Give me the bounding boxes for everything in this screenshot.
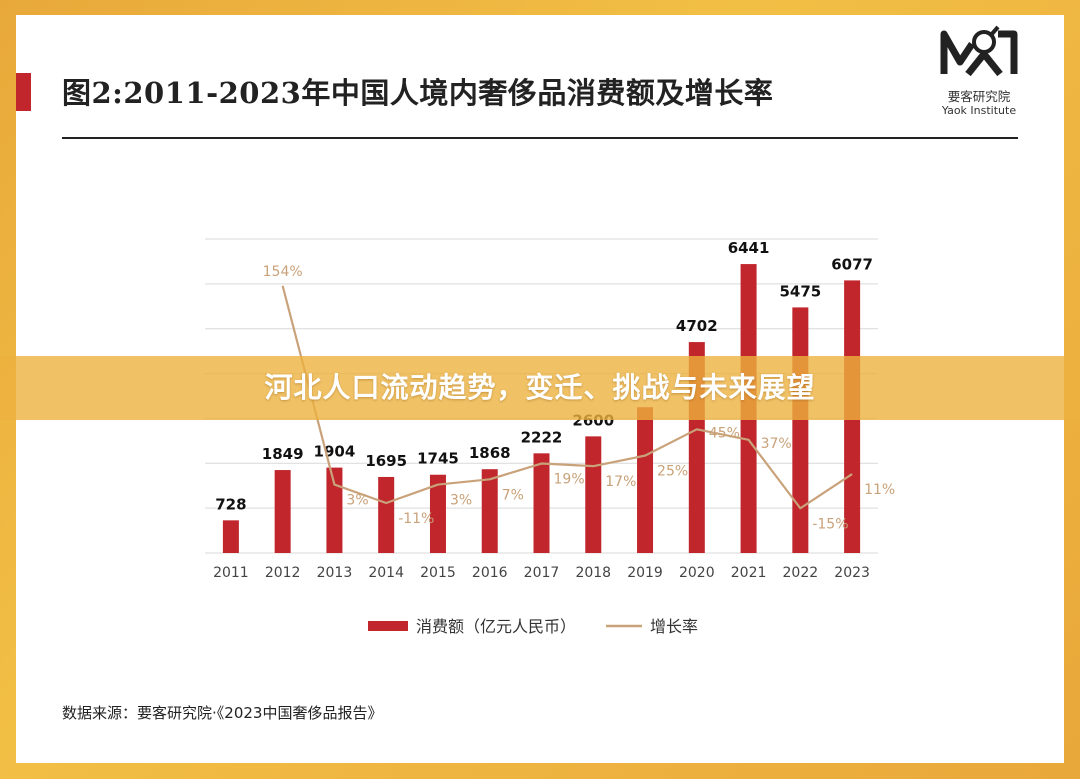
x-tick-label: 2022: [783, 565, 819, 581]
bar-value-label: 1695: [365, 452, 407, 470]
banner-headline: 河北人口流动趋势，变迁、挑战与未来展望: [264, 371, 816, 404]
legend-bar-swatch: [368, 621, 408, 631]
x-tick-label: 2014: [368, 565, 404, 581]
growth-value-label: 154%: [263, 264, 303, 280]
legend-bar-label: 消费额（亿元人民币）: [416, 617, 576, 636]
bar: [378, 476, 395, 553]
bar: [429, 474, 446, 553]
source-note: 数据来源：要客研究院·《2023中国奢侈品报告》: [62, 704, 383, 722]
x-tick-label: 2017: [524, 565, 560, 581]
overlay-banner: [0, 356, 1080, 420]
yaok-logo-icon: [940, 25, 1018, 77]
title-divider: [62, 137, 1018, 139]
x-tick-label: 2011: [213, 565, 249, 581]
bar-value-label: 1745: [417, 450, 459, 468]
bar: [274, 470, 291, 553]
bar: [222, 520, 239, 553]
bar-value-label: 6441: [728, 239, 770, 257]
bar: [637, 407, 654, 553]
x-tick-label: 2018: [575, 565, 611, 581]
logo-en-text: Yaok Institute: [941, 104, 1017, 117]
bar: [326, 467, 343, 553]
growth-value-label: 37%: [761, 436, 792, 452]
legend-line-label: 增长率: [650, 617, 698, 636]
growth-value-label: 19%: [554, 472, 585, 488]
bar: [792, 307, 809, 553]
growth-value-label: 11%: [864, 482, 895, 498]
title-accent-bar: [16, 73, 31, 111]
bar-value-label: 5475: [779, 282, 821, 300]
bar: [533, 453, 550, 553]
x-tick-label: 2012: [265, 565, 301, 581]
bar: [585, 436, 602, 553]
growth-value-label: -11%: [398, 511, 434, 527]
bar-value-label: 1904: [314, 443, 356, 461]
x-tick-label: 2023: [834, 565, 870, 581]
bar-value-label: 4702: [676, 317, 718, 335]
yaok-logo: 要客研究院 Yaok Institute: [938, 22, 1020, 122]
logo-cn-text: 要客研究院: [947, 89, 1011, 104]
growth-value-label: 3%: [346, 493, 368, 509]
bar-value-label: 728: [215, 495, 246, 513]
x-tick-label: 2016: [472, 565, 508, 581]
bar-value-label: 1868: [469, 444, 511, 462]
chart-title: 图2:2011-2023年中国人境内奢侈品消费额及增长率: [62, 76, 774, 110]
growth-value-label: 17%: [605, 474, 636, 490]
growth-value-label: -15%: [812, 516, 848, 532]
bar: [481, 469, 498, 553]
x-tick-label: 2013: [317, 565, 353, 581]
x-tick-label: 2015: [420, 565, 456, 581]
growth-value-label: 7%: [502, 487, 524, 503]
growth-value-label: 25%: [657, 464, 688, 480]
growth-line: [281, 285, 853, 510]
bar-value-label: 2222: [521, 428, 563, 446]
growth-value-label: 3%: [450, 493, 472, 509]
x-tick-label: 2019: [627, 565, 663, 581]
bar-value-label: 6077: [831, 255, 873, 273]
growth-value-label: 45%: [709, 425, 740, 441]
x-tick-label: 2020: [679, 565, 715, 581]
bar-value-label: 1849: [262, 445, 304, 463]
x-tick-label: 2021: [731, 565, 767, 581]
